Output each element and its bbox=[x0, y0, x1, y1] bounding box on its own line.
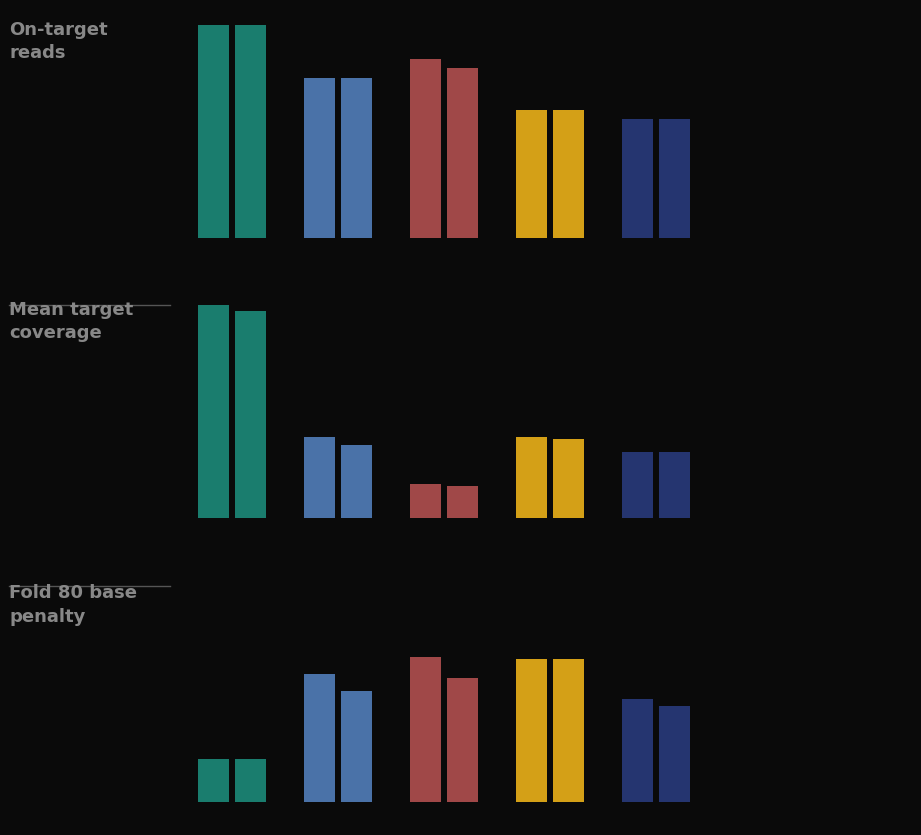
FancyBboxPatch shape bbox=[235, 311, 266, 518]
FancyBboxPatch shape bbox=[341, 691, 372, 802]
FancyBboxPatch shape bbox=[516, 659, 547, 802]
Text: On-target
reads: On-target reads bbox=[9, 21, 108, 63]
FancyBboxPatch shape bbox=[304, 78, 335, 238]
FancyBboxPatch shape bbox=[235, 25, 266, 238]
FancyBboxPatch shape bbox=[410, 59, 441, 238]
Text: Fold 80 base
penalty: Fold 80 base penalty bbox=[9, 584, 137, 626]
FancyBboxPatch shape bbox=[198, 759, 229, 802]
FancyBboxPatch shape bbox=[553, 439, 584, 518]
FancyBboxPatch shape bbox=[622, 700, 653, 802]
FancyBboxPatch shape bbox=[659, 452, 690, 518]
FancyBboxPatch shape bbox=[235, 759, 266, 802]
FancyBboxPatch shape bbox=[622, 119, 653, 238]
FancyBboxPatch shape bbox=[198, 25, 229, 238]
FancyBboxPatch shape bbox=[341, 445, 372, 518]
FancyBboxPatch shape bbox=[622, 452, 653, 518]
FancyBboxPatch shape bbox=[410, 657, 441, 802]
FancyBboxPatch shape bbox=[553, 110, 584, 238]
FancyBboxPatch shape bbox=[659, 119, 690, 238]
FancyBboxPatch shape bbox=[447, 68, 478, 238]
Text: Mean target
coverage: Mean target coverage bbox=[9, 301, 134, 342]
FancyBboxPatch shape bbox=[659, 706, 690, 802]
FancyBboxPatch shape bbox=[198, 305, 229, 518]
FancyBboxPatch shape bbox=[447, 678, 478, 802]
FancyBboxPatch shape bbox=[553, 659, 584, 802]
FancyBboxPatch shape bbox=[341, 78, 372, 238]
FancyBboxPatch shape bbox=[516, 437, 547, 518]
FancyBboxPatch shape bbox=[410, 483, 441, 518]
FancyBboxPatch shape bbox=[304, 437, 335, 518]
FancyBboxPatch shape bbox=[447, 486, 478, 518]
FancyBboxPatch shape bbox=[516, 110, 547, 238]
FancyBboxPatch shape bbox=[304, 674, 335, 802]
